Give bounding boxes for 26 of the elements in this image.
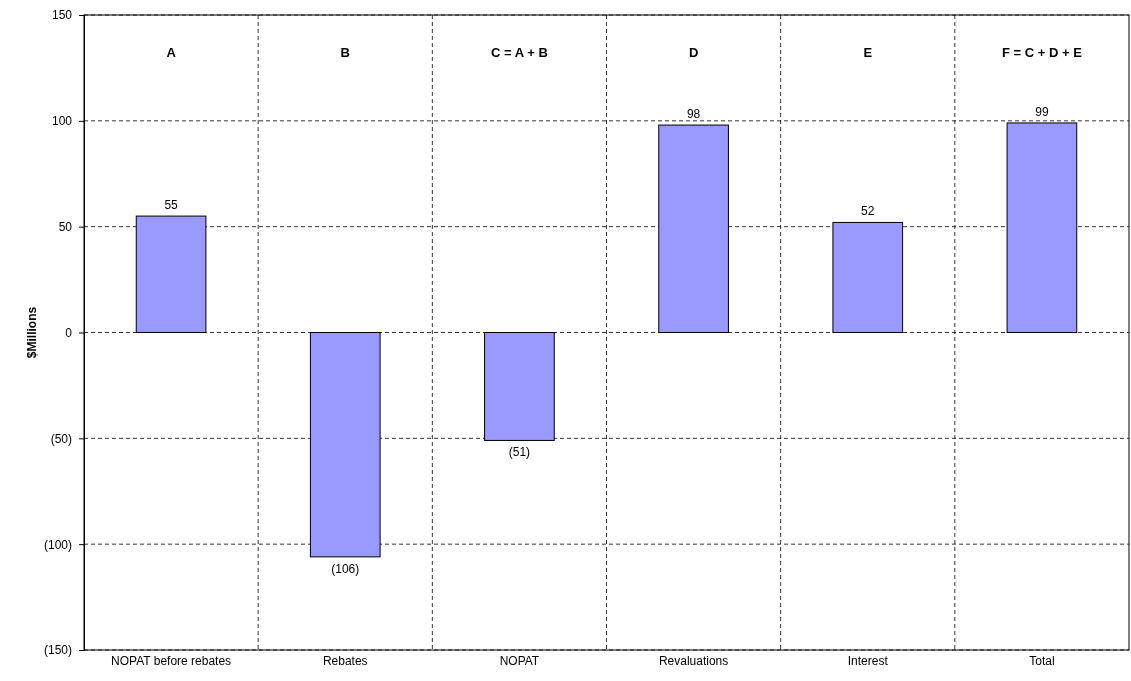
data-label: 99 [1035,104,1049,119]
y-tick-label: 150 [51,8,73,23]
data-label: (106) [331,561,360,576]
annotation: D [688,45,699,60]
annotation: C = A + B [490,45,548,60]
data-label: (51) [508,445,531,460]
annotation: B [340,45,350,60]
data-label: 55 [164,198,179,213]
x-tick-label: Rebates [322,654,368,668]
y-tick-label: 100 [51,114,73,129]
annotation: F = C + D + E [1001,45,1083,60]
y-tick-label: (100) [43,537,72,552]
x-tick-label: Interest [847,654,889,668]
data-label: 98 [686,107,701,122]
x-tick-label: NOPAT [499,654,540,668]
y-tick-label: (50) [50,431,72,446]
annotation: A [166,45,177,60]
y-tick-label: (150) [43,643,72,658]
x-tick-label: Total [1029,654,1055,668]
y-axis-title: $Millions [25,306,39,359]
y-tick-label: 50 [58,220,73,235]
x-tick-label: NOPAT before rebates [111,654,232,668]
x-tick-label: Revaluations [658,654,729,668]
data-label: 52 [861,204,875,219]
y-tick-label: 0 [65,325,73,340]
annotation: E [863,45,873,60]
